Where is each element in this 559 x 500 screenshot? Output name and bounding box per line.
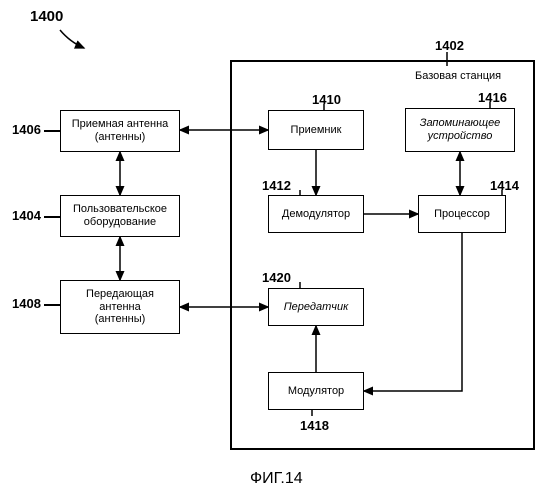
lead-1404 [44,216,60,218]
ref-1404: 1404 [12,208,41,223]
ref-1402: 1402 [435,38,464,53]
node-rx_antenna: Приемная антенна(антенны) [60,110,180,152]
node-memory: Запоминающееустройство [405,108,515,152]
ref-1420: 1420 [262,270,291,285]
node-modulator: Модулятор [268,372,364,410]
ref-1406: 1406 [12,122,41,137]
ref-1416: 1416 [478,90,507,105]
lead-1408 [44,304,60,306]
node-ue: Пользовательскоеоборудование [60,195,180,237]
base-station-title: Базовая станция [415,70,501,82]
ref-1410: 1410 [312,92,341,107]
lead-1406 [44,130,60,132]
ref-1408: 1408 [12,296,41,311]
node-transmitter: Передатчик [268,288,364,326]
node-receiver: Приемник [268,110,364,150]
node-tx_antenna: Передающаяантенна(антенны) [60,280,180,334]
ref-1418: 1418 [300,418,329,433]
figure-ref-overall: 1400 [30,8,63,25]
node-processor: Процессор [418,195,506,233]
ref-1412: 1412 [262,178,291,193]
ref-1414: 1414 [490,178,519,193]
node-demod: Демодулятор [268,195,364,233]
figure-caption: ФИГ.14 [250,470,303,488]
